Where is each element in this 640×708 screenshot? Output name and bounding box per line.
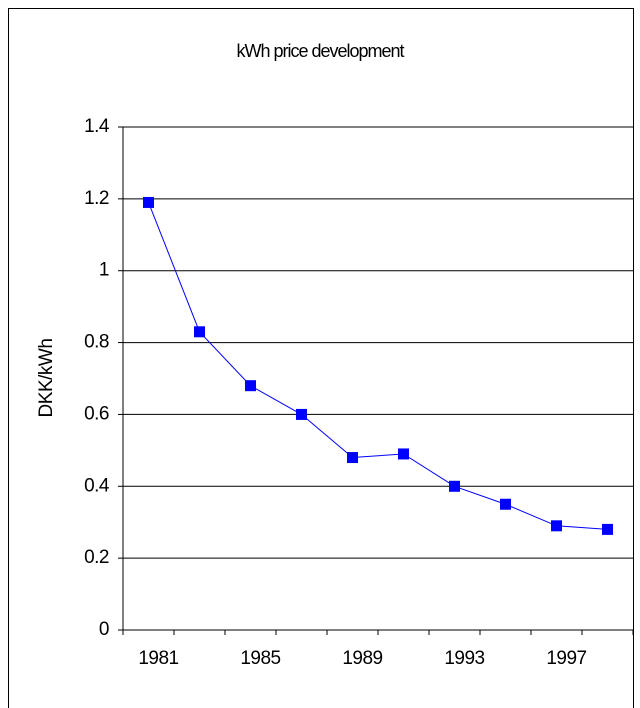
marker [398,448,409,460]
x-tick-label: 1989 [342,648,382,669]
y-tick-label: 0.2 [84,547,109,568]
marker [602,523,613,535]
y-tick-label: 1.2 [84,188,109,209]
x-tick-label: 1985 [240,648,280,669]
y-tick-label: 0.8 [84,332,109,353]
line [148,202,608,530]
marker [500,498,511,510]
y-tick-label: 1.4 [84,116,110,137]
marker [449,480,460,492]
y-tick-label: 0.6 [84,403,109,424]
marker [551,520,562,532]
marker [347,452,358,464]
chart-title: kWh price development [236,41,404,61]
y-tick-label: 0 [99,619,109,640]
x-tick-label: 1993 [444,648,484,669]
y-axis-label: DKK/kWh [36,339,57,418]
y-tick-label: 0.4 [84,475,110,496]
x-tick-label: 1981 [138,648,178,669]
marker [296,408,307,420]
y-tick-label: 1 [99,260,109,281]
marker [143,196,154,208]
chart-frame [8,8,634,708]
marker [194,326,205,338]
marker [245,380,256,392]
x-tick-label: 1997 [546,648,586,669]
